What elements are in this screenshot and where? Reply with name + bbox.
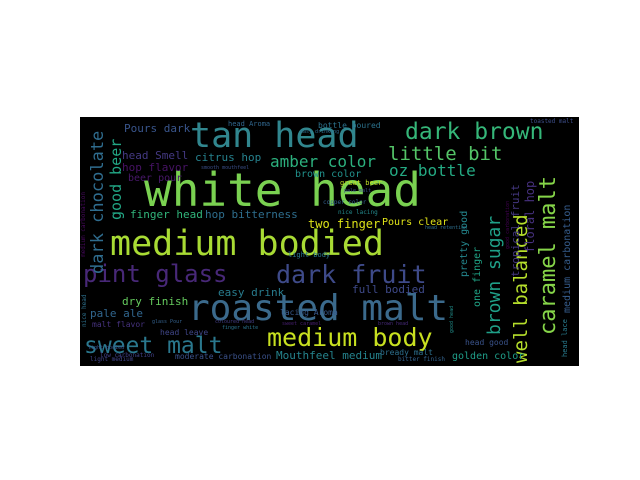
- word: pretty good: [459, 210, 470, 277]
- word: sweet malt: [84, 333, 223, 359]
- word: caramel malt: [536, 176, 561, 335]
- word: hop flavor: [122, 161, 189, 174]
- word: lacing Aroma: [280, 308, 338, 317]
- word: head Smell: [122, 149, 189, 162]
- word: easy drinking: [300, 129, 340, 135]
- word: dry finish: [122, 295, 189, 308]
- word: amber color: [270, 152, 376, 171]
- word: smooth mouthfeel: [201, 165, 250, 171]
- word: head lace: [561, 319, 569, 357]
- word: brown color: [295, 169, 362, 180]
- word-cloud: white head medium bodied roasted malt ta…: [80, 117, 579, 366]
- word: oz bottle: [389, 161, 476, 180]
- word: great beer: [340, 179, 383, 187]
- word: citrus hop: [195, 151, 262, 164]
- word: good carbonation: [505, 200, 511, 249]
- word: nice lacing: [338, 209, 378, 216]
- word: full bodied: [352, 283, 425, 296]
- word: tropical fruit: [509, 184, 522, 277]
- word: brown sugar: [484, 215, 505, 335]
- word: medium carbonation: [80, 191, 87, 257]
- word: brown head: [378, 321, 409, 327]
- word: light bodied: [88, 345, 125, 351]
- word: good head: [449, 305, 455, 333]
- word: medium bodied: [110, 224, 384, 264]
- word: roasted malt: [188, 288, 449, 329]
- word: head good: [465, 338, 509, 347]
- word: head leave: [160, 328, 209, 337]
- word: floral hop: [523, 180, 537, 253]
- word: light medium: [90, 356, 134, 363]
- word: pale malt: [344, 188, 372, 194]
- word: medium carbonation: [562, 204, 573, 313]
- word: Mouthfeel medium: [276, 349, 382, 362]
- word: Pours clear: [382, 217, 449, 228]
- word: bready malt: [380, 348, 433, 357]
- word: tan head: [190, 117, 359, 156]
- word: moderate carbonation: [175, 352, 272, 361]
- word: head retention: [425, 225, 468, 231]
- word: bottle poured: [318, 121, 381, 130]
- word: malt flavor: [92, 320, 145, 329]
- word: toasted malt: [530, 118, 574, 125]
- word: white head: [144, 163, 421, 217]
- word: beer pour: [128, 173, 183, 184]
- word: copper color: [323, 199, 367, 206]
- word: finger head: [130, 208, 203, 221]
- word: easy drink: [218, 286, 285, 299]
- word: dark brown: [405, 119, 544, 145]
- word: low carbonation: [100, 352, 155, 359]
- word: Pours dark: [124, 122, 191, 135]
- word: dark fruit: [276, 260, 427, 289]
- word: glass Pour: [152, 319, 183, 325]
- word: pint glass: [83, 260, 228, 288]
- word: golden color: [452, 351, 525, 362]
- word: coloured head: [215, 319, 255, 325]
- word: one finger: [472, 246, 483, 307]
- word: dark chocolate: [88, 130, 108, 274]
- word: medium body: [267, 323, 433, 352]
- word: bitter finish: [398, 356, 445, 363]
- word: finger white: [222, 325, 259, 331]
- word: light body: [288, 251, 331, 259]
- word: pale ale: [90, 307, 143, 320]
- word: sweet caramel: [282, 321, 322, 327]
- word: hop bitterness: [205, 208, 298, 221]
- word: head Aroma: [228, 120, 271, 128]
- word: little bit: [388, 143, 503, 165]
- word: two finger: [308, 217, 381, 231]
- word: nice head: [81, 294, 88, 327]
